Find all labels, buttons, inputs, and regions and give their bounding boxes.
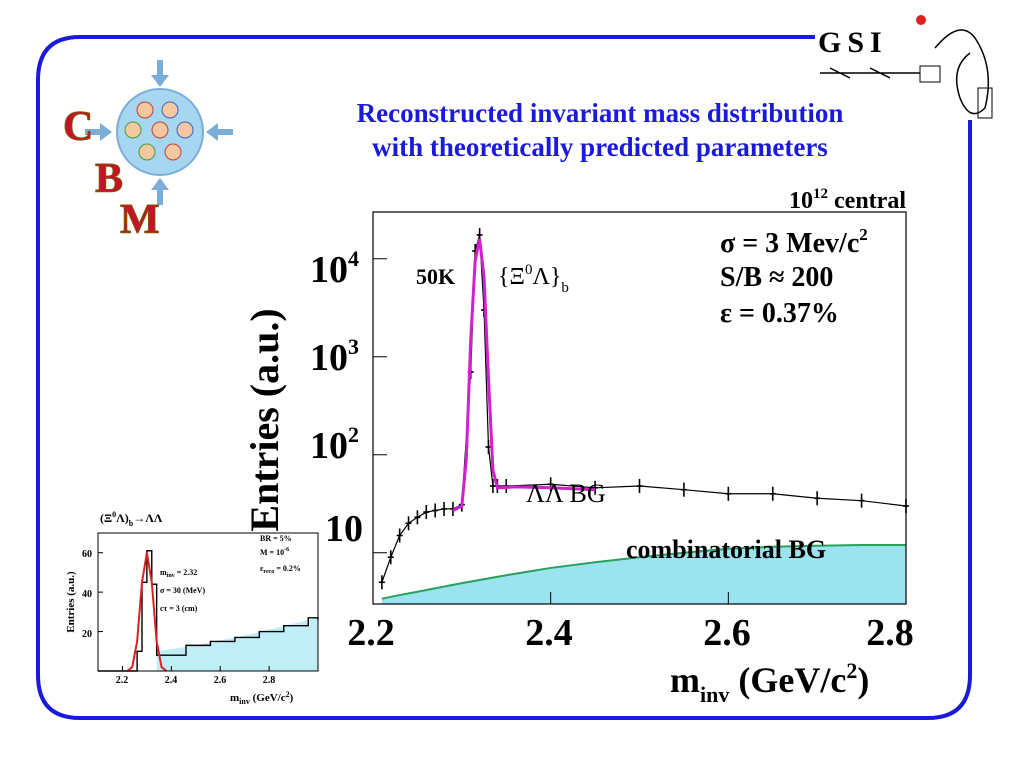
main-chart-background-layer	[381, 543, 907, 604]
beamline-icon	[820, 67, 920, 79]
param-signal-to-background: S/B ≈ 200	[720, 262, 833, 293]
combinatorial-bg-area	[381, 544, 907, 604]
annotation-combinatorial-background: combinatorial BG	[626, 535, 826, 564]
inset-chart-series-layer	[98, 550, 319, 672]
inset-x-tick-2.2: 2.2	[116, 675, 129, 686]
inset-plot-frame	[97, 532, 319, 672]
arrow-left-icon	[206, 123, 233, 141]
inset-x-axis-title: minv (GeV/c2)	[230, 690, 294, 706]
inset-x-tick-2.6: 2.6	[214, 675, 227, 686]
gsi-wordmark: GSI	[818, 26, 888, 59]
inset-param-efficiency: εreco = 0.2%	[260, 564, 301, 575]
inset-param-mass: minv = 2.32	[160, 568, 197, 579]
x-tick-label-2.8: 2.8	[866, 612, 914, 654]
gsi-logo: GSI	[818, 15, 993, 119]
inset-x-tick-2.8: 2.8	[263, 675, 276, 686]
inset-y-axis-title: Entries (a.u.)	[65, 571, 77, 633]
slide-title-line-1: Reconstructed invariant mass distributio…	[356, 98, 844, 128]
combinatorial-bg-line	[381, 543, 906, 600]
main-y-axis-title: Entries (a.u.)	[242, 308, 287, 531]
inset-param-multiplicity: M = 10-6	[260, 547, 289, 557]
inset-y-tick-60: 60	[82, 549, 92, 560]
cbm-letter-m: M	[120, 197, 160, 243]
cbm-logo: C B M	[63, 60, 233, 244]
slide-title: Reconstructed invariant mass distributio…	[270, 96, 930, 164]
accelerator-ring-icon	[934, 29, 990, 115]
y-tick-label-100: 102	[310, 422, 359, 467]
inset-x-tick-2.4: 2.4	[165, 675, 178, 686]
main-chart-title: 1012 central	[789, 186, 906, 214]
x-tick-label-2.2: 2.2	[347, 612, 395, 654]
inset-param-br: BR = 5%	[260, 534, 292, 543]
arrow-icons	[85, 60, 233, 205]
gsi-dot-icon	[916, 15, 926, 25]
inset-y-tick-20: 20	[82, 629, 92, 640]
fit-curve	[452, 238, 596, 512]
x-tick-label-2.4: 2.4	[525, 612, 573, 654]
annotation-yield: 50K	[416, 264, 455, 289]
cbm-letter-c: C	[63, 104, 93, 150]
param-sigma: σ = 3 Mev/c2	[720, 225, 868, 259]
main-plot-frame	[372, 211, 907, 605]
arrow-up-icon	[151, 178, 169, 205]
annotation-ll-background: ΛΛ BG	[526, 479, 606, 508]
inset-fit-curve	[126, 552, 168, 672]
annotation-resonance: {Ξ0Λ}b	[498, 262, 569, 296]
inset-chart-ticks	[98, 552, 270, 671]
inset-histogram	[98, 550, 319, 672]
target-box-icon	[919, 65, 941, 83]
slide-border	[36, 35, 972, 720]
inset-param-ctau: cτ = 3 (cm)	[160, 604, 198, 613]
y-tick-label-1000: 103	[310, 334, 359, 379]
y-tick-label-10: 10	[325, 508, 363, 550]
main-chart-ticks	[372, 258, 907, 604]
nucleon-icons	[124, 101, 194, 161]
cbm-letter-b: B	[95, 156, 123, 202]
inset-y-tick-40: 40	[82, 589, 92, 600]
inset-param-sigma: σ = 30 (MeV)	[160, 586, 205, 595]
x-tick-label-2.6: 2.6	[703, 612, 751, 654]
arrow-right-icon	[85, 123, 112, 141]
detector-icon	[977, 87, 993, 119]
inset-chart: (Ξ0Λ)b→ΛΛ 60 40 20 2.2 2.4 2.6 2.8 Entri…	[65, 510, 319, 706]
param-efficiency: ε = 0.37%	[720, 298, 839, 329]
arrow-down-icon	[151, 60, 169, 87]
slide-title-line-2: with theoretically predicted parameters	[372, 132, 828, 162]
y-tick-label-10000: 104	[310, 246, 359, 291]
main-chart: 104 103 102 10 2.2 2.4 2.6 2.8 Entries (…	[242, 186, 914, 707]
main-x-axis-title: minv (GeV/c2)	[670, 658, 869, 707]
inset-chart-title: (Ξ0Λ)b→ΛΛ	[100, 510, 163, 528]
